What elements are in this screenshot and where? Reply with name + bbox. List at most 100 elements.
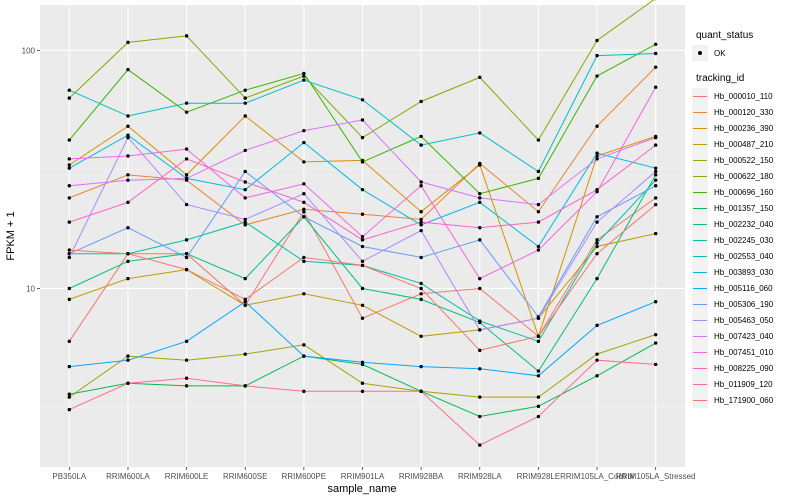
legend-key xyxy=(692,104,708,120)
data-point xyxy=(302,192,306,196)
data-point xyxy=(536,316,541,320)
legend-item: Hb_000236_390 xyxy=(692,120,798,136)
data-point xyxy=(302,160,306,164)
data-point xyxy=(536,395,541,399)
data-point xyxy=(302,255,306,260)
legend-line-swatch xyxy=(693,175,707,177)
data-point xyxy=(184,110,189,114)
data-point xyxy=(478,395,482,399)
data-point xyxy=(184,339,189,344)
data-point xyxy=(67,392,72,396)
data-point xyxy=(478,192,482,196)
data-point xyxy=(478,196,482,200)
data-point xyxy=(243,352,247,356)
data-point xyxy=(419,228,423,233)
legend-label: Hb_005463_050 xyxy=(714,315,774,325)
legend-line-swatch xyxy=(693,399,707,401)
data-point xyxy=(67,196,72,200)
legend-label: Hb_011909_120 xyxy=(714,379,773,389)
data-point xyxy=(243,114,247,118)
data-point xyxy=(302,292,306,296)
legend-key xyxy=(692,296,708,312)
data-point xyxy=(653,178,658,182)
data-point xyxy=(595,276,599,281)
y-tick-label: 100 xyxy=(22,46,36,55)
data-point xyxy=(478,286,482,291)
data-point xyxy=(184,202,189,207)
legend-key xyxy=(692,280,708,296)
data-point xyxy=(536,176,541,181)
data-point xyxy=(595,323,599,328)
data-point xyxy=(360,263,365,268)
series-Hb_011909_120 xyxy=(67,358,658,447)
legend-key xyxy=(692,392,708,408)
data-point xyxy=(478,276,482,281)
data-point xyxy=(126,40,130,45)
series-Hb_000120_330 xyxy=(67,65,658,227)
data-point xyxy=(67,88,72,92)
legend-item: Hb_002553_040 xyxy=(692,248,798,264)
data-point xyxy=(243,96,247,100)
series-Hb_007451_010 xyxy=(67,85,658,281)
data-point xyxy=(360,98,365,102)
data-point xyxy=(419,143,423,147)
data-point xyxy=(595,352,599,356)
data-point xyxy=(360,160,365,164)
data-point xyxy=(536,244,541,249)
legend-line-swatch xyxy=(693,111,707,113)
data-point xyxy=(595,241,599,245)
data-point xyxy=(653,166,658,170)
data-point xyxy=(478,443,482,447)
legend-label: Hb_000522_150 xyxy=(714,155,774,165)
data-point xyxy=(419,210,423,214)
data-point xyxy=(595,157,599,161)
legend-key xyxy=(692,360,708,376)
legend-item: Hb_003893_030 xyxy=(692,264,798,280)
data-point xyxy=(360,259,365,264)
legend-item: Hb_007451_010 xyxy=(692,344,798,360)
data-point xyxy=(595,74,599,78)
legend-item: Hb_008225_090 xyxy=(692,360,798,376)
data-point xyxy=(360,316,365,320)
data-point xyxy=(302,200,306,205)
x-tick-label: RRIM600PE xyxy=(282,472,326,481)
legend-key xyxy=(692,312,708,328)
data-point xyxy=(653,135,658,140)
data-point xyxy=(67,364,72,369)
data-point xyxy=(360,381,365,385)
data-point xyxy=(536,414,541,419)
data-point xyxy=(67,157,72,161)
legend-key xyxy=(692,184,708,200)
x-axis-title: sample_name xyxy=(327,483,396,495)
data-point xyxy=(595,220,599,224)
data-point xyxy=(243,300,247,304)
x-tick-label: PB350LA xyxy=(52,472,86,481)
axis-layer: 10 100 PB350LA RRIM600LA RRIM600LE RRIM600SE R… xyxy=(22,46,696,481)
data-point xyxy=(67,138,72,142)
data-point xyxy=(126,358,130,362)
shape-legend-item: OK xyxy=(692,45,798,61)
data-point xyxy=(419,297,423,302)
data-point xyxy=(478,367,482,371)
data-point xyxy=(67,166,72,170)
legend-dot-key xyxy=(692,45,708,61)
data-point xyxy=(419,281,423,286)
legend-line-swatch xyxy=(693,143,707,145)
data-point xyxy=(67,220,72,224)
legend-label: Hb_000696_160 xyxy=(714,187,774,197)
legend-key xyxy=(692,216,708,232)
legend-label: Hb_005116_060 xyxy=(714,283,773,293)
legend-key xyxy=(692,248,708,264)
data-point xyxy=(67,255,72,260)
data-point xyxy=(184,238,189,242)
legend-label: Hb_002245_030 xyxy=(714,235,774,245)
legend-item: Hb_011909_120 xyxy=(692,376,798,392)
data-point xyxy=(67,395,72,399)
x-tick-label: RRIM600LE xyxy=(165,472,209,481)
legend-item: Hb_001357_150 xyxy=(692,200,798,216)
legend-line-swatch xyxy=(693,239,707,241)
legend-item: Hb_000622_180 xyxy=(692,168,798,184)
legend-label: Hb_002553_040 xyxy=(714,251,774,261)
data-point xyxy=(243,220,247,224)
x-tick-label: RRIM600SE xyxy=(223,472,267,481)
